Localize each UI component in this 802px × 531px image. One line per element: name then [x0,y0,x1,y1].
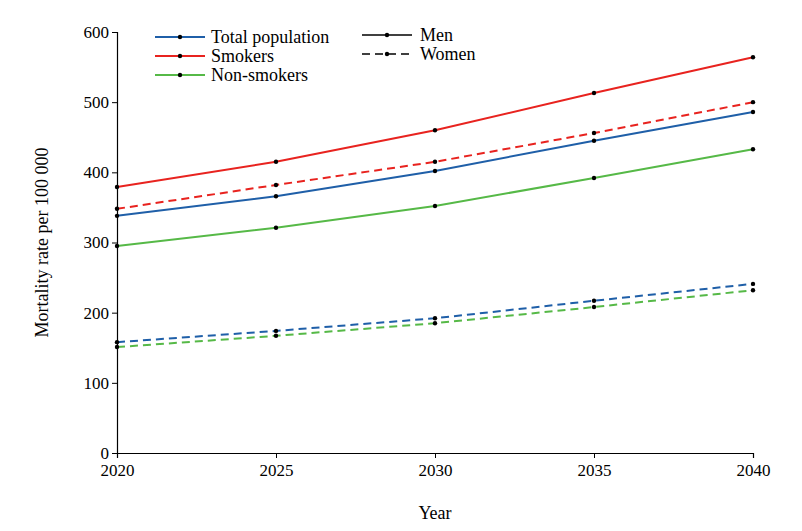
series-point [274,226,278,230]
y-tick: 400 [84,163,118,182]
series-point [274,194,278,198]
y-tick: 0 [101,444,118,463]
y-tick-label: 200 [84,304,110,323]
y-axis: 0 100 200 300 400 500 600 [84,23,118,463]
series-point [592,131,596,135]
series-point [751,100,755,104]
series-point [592,91,596,95]
series-line [117,290,753,347]
series-point [592,139,596,143]
series-point [115,185,119,189]
series-point [115,340,119,344]
y-axis-line [112,33,118,454]
legend-marker [178,35,182,39]
x-axis: 2020 2025 2030 2035 2040 [101,453,771,480]
series-point [274,334,278,338]
series-point [751,110,755,114]
series-line [117,284,753,342]
y-tick-mark [112,243,117,244]
x-tick: 2040 [737,453,771,480]
legend-item: Women [362,44,476,64]
series-point [115,244,119,248]
series-line [117,149,753,246]
legend-item: Men [362,25,453,45]
legend-item: Total population [155,27,329,47]
series-line [117,57,753,187]
series-point [115,214,119,218]
x-tick-label: 2025 [260,461,294,480]
x-tick-label: 2035 [578,461,612,480]
legend-marker [385,33,389,37]
x-tick-mark [276,453,277,458]
x-tick: 2030 [419,453,453,480]
series-point [751,282,755,286]
x-axis-line [118,454,754,459]
legend-marker [178,54,182,58]
y-tick-mark [112,172,117,173]
series-point [433,316,437,320]
chart: 2020 2025 2030 2035 2040 0 100 200 300 400 500 600 Y… [0,0,802,531]
series-point [433,128,437,132]
series-point [433,321,437,325]
series-point [433,160,437,164]
series-point [433,169,437,173]
legend-label: Women [420,44,476,64]
y-axis-title: Mortality rate per 100 000 [32,148,52,338]
series-point [751,147,755,151]
y-tick: 300 [84,233,118,252]
x-tick-label: 2020 [101,461,135,480]
x-tick: 2035 [578,453,612,480]
y-tick-mark [112,313,117,314]
y-tick-mark [112,383,117,384]
legend-marker [178,73,182,77]
y-tick-label: 100 [84,374,110,393]
x-tick-mark [594,453,595,458]
legend-marker [385,52,389,56]
legend-item: Non-smokers [155,65,308,85]
x-tick-mark [435,453,436,458]
series-line [117,112,753,216]
y-tick-mark [112,32,117,33]
x-tick-mark [753,453,754,458]
series-point [751,288,755,292]
plot-area [115,55,755,349]
series-point [274,329,278,333]
x-tick-label: 2030 [419,461,453,480]
series-point [115,345,119,349]
y-tick: 100 [84,374,118,393]
series-point [592,305,596,309]
series-line [117,102,753,209]
y-tick: 600 [84,23,118,42]
series-point [433,204,437,208]
y-tick-label: 300 [84,233,110,252]
y-tick-label: 400 [84,163,110,182]
legend-label: Men [420,25,453,45]
legend-label: Non-smokers [211,65,308,85]
series-point [274,183,278,187]
x-tick: 2025 [260,453,294,480]
legend-label: Smokers [211,46,274,66]
y-tick-label: 500 [84,93,110,112]
legend-item: Smokers [155,46,274,66]
y-tick-label: 0 [101,444,110,463]
x-axis-title: Year [418,503,451,523]
series-point [592,176,596,180]
series-point [751,55,755,59]
x-tick-label: 2040 [737,461,771,480]
y-tick: 500 [84,93,118,112]
series-point [592,299,596,303]
y-tick-mark [112,102,117,103]
series-point [274,160,278,164]
series-point [115,207,119,211]
y-tick: 200 [84,304,118,323]
legend-label: Total population [211,27,329,47]
y-tick-mark [112,453,117,454]
y-tick-label: 600 [84,23,110,42]
legend: Total populationSmokersNon-smokers MenWom… [155,25,476,85]
